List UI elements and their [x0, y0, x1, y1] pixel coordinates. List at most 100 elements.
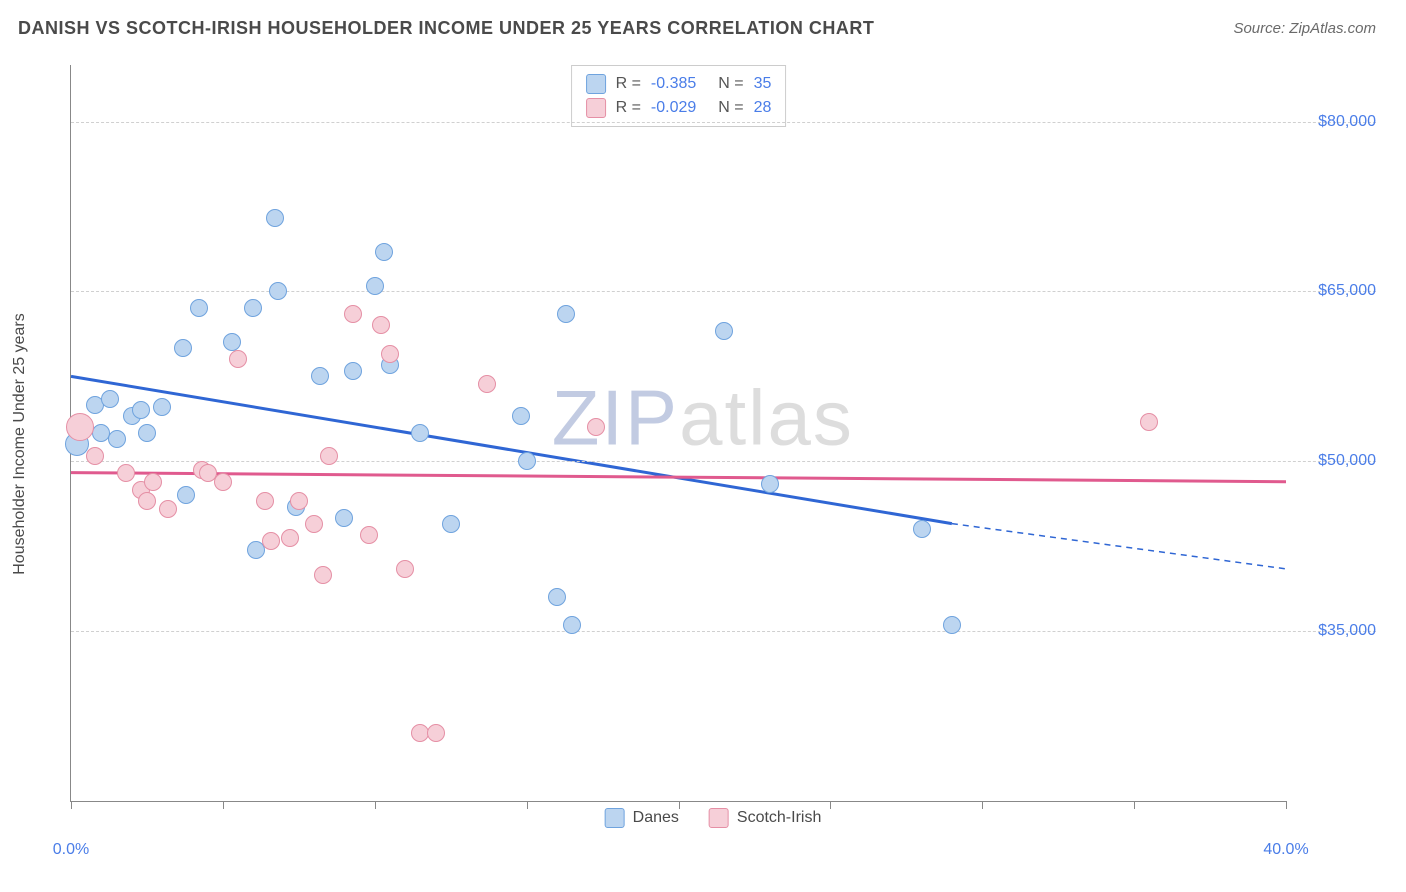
legend-n-label: N =: [718, 75, 743, 93]
correlation-legend: R = -0.385 N = 35 R = -0.029 N = 28: [571, 65, 787, 127]
gridline: [71, 291, 1376, 292]
scotch_irish-point: [587, 418, 605, 436]
legend-r-value: -0.029: [651, 99, 696, 117]
scotch_irish-point: [305, 515, 323, 533]
danes-point: [223, 333, 241, 351]
y-axis-label: Householder Income Under 25 years: [11, 313, 29, 574]
scotch_irish-point: [86, 447, 104, 465]
danes-point: [153, 398, 171, 416]
scotch_irish-point: [229, 350, 247, 368]
danes-point: [548, 588, 566, 606]
danes-point: [344, 362, 362, 380]
y-tick-label: $35,000: [1296, 622, 1376, 640]
series-legend: Danes Scotch-Irish: [605, 808, 822, 828]
danes-point: [269, 282, 287, 300]
danes-point: [190, 299, 208, 317]
x-tick: [223, 801, 224, 809]
danes-point: [266, 209, 284, 227]
x-tick: [375, 801, 376, 809]
danes-point: [557, 305, 575, 323]
trendlines-svg: [71, 65, 1286, 801]
danes-point: [108, 430, 126, 448]
x-tick: [830, 801, 831, 809]
danes-point: [375, 243, 393, 261]
scotch_irish-point: [256, 492, 274, 510]
x-tick: [1134, 801, 1135, 809]
scotch_irish-point: [290, 492, 308, 510]
legend-swatch: [709, 808, 729, 828]
scotch_irish-point: [344, 305, 362, 323]
scotch_irish-trendline: [71, 473, 1286, 482]
danes-point: [177, 486, 195, 504]
legend-r-label: R =: [616, 75, 641, 93]
danes-point: [335, 509, 353, 527]
x-tick: [527, 801, 528, 809]
danes-point: [715, 322, 733, 340]
y-tick-label: $65,000: [1296, 282, 1376, 300]
danes-trendline-extrap: [952, 524, 1286, 569]
legend-swatch: [586, 98, 606, 118]
plot-area: ZIPatlas R =-0.385N =35R =-0.029N =28 $3…: [70, 65, 1286, 802]
x-tick-label: 40.0%: [1263, 841, 1308, 859]
series-legend-item: Scotch-Irish: [709, 808, 821, 828]
x-tick: [1286, 801, 1287, 809]
danes-point: [366, 277, 384, 295]
danes-point: [761, 475, 779, 493]
series-legend-label: Scotch-Irish: [737, 809, 821, 827]
danes-point: [563, 616, 581, 634]
gridline: [71, 461, 1376, 462]
danes-point: [244, 299, 262, 317]
scotch_irish-point: [138, 492, 156, 510]
danes-point: [512, 407, 530, 425]
scotch_irish-point: [372, 316, 390, 334]
scotch_irish-point: [144, 473, 162, 491]
series-legend-item: Danes: [605, 808, 679, 828]
legend-r-label: R =: [616, 99, 641, 117]
scotch_irish-point: [427, 724, 445, 742]
danes-point: [913, 520, 931, 538]
x-tick-label: 0.0%: [53, 841, 89, 859]
gridline: [71, 122, 1376, 123]
gridline: [71, 631, 1376, 632]
scotch_irish-point: [396, 560, 414, 578]
x-tick: [71, 801, 72, 809]
legend-n-value: 35: [754, 75, 772, 93]
danes-point: [132, 401, 150, 419]
danes-trendline: [71, 376, 952, 523]
chart-title: DANISH VS SCOTCH-IRISH HOUSEHOLDER INCOM…: [18, 18, 874, 39]
legend-swatch: [605, 808, 625, 828]
danes-point: [174, 339, 192, 357]
y-tick-label: $50,000: [1296, 452, 1376, 470]
scotch_irish-point: [117, 464, 135, 482]
danes-point: [138, 424, 156, 442]
scotch_irish-point: [281, 529, 299, 547]
x-tick: [982, 801, 983, 809]
scotch_irish-point: [1140, 413, 1158, 431]
scotch_irish-point: [159, 500, 177, 518]
scotch_irish-point: [381, 345, 399, 363]
scotch_irish-point: [320, 447, 338, 465]
scotch_irish-point: [214, 473, 232, 491]
danes-point: [311, 367, 329, 385]
chart-container: Householder Income Under 25 years ZIPatl…: [50, 55, 1376, 832]
scotch_irish-point: [66, 413, 94, 441]
series-legend-label: Danes: [633, 809, 679, 827]
legend-swatch: [586, 74, 606, 94]
danes-point: [943, 616, 961, 634]
scotch_irish-point: [360, 526, 378, 544]
source-label: Source: ZipAtlas.com: [1233, 20, 1376, 37]
legend-n-value: 28: [754, 99, 772, 117]
scotch_irish-point: [262, 532, 280, 550]
danes-point: [442, 515, 460, 533]
legend-n-label: N =: [718, 99, 743, 117]
y-tick-label: $80,000: [1296, 113, 1376, 131]
danes-point: [101, 390, 119, 408]
danes-point: [411, 424, 429, 442]
danes-point: [518, 452, 536, 470]
legend-r-value: -0.385: [651, 75, 696, 93]
legend-row: R = -0.029 N = 28: [586, 96, 772, 120]
scotch_irish-point: [314, 566, 332, 584]
header: DANISH VS SCOTCH-IRISH HOUSEHOLDER INCOM…: [0, 0, 1406, 51]
scotch_irish-point: [478, 375, 496, 393]
legend-row: R = -0.385 N = 35: [586, 72, 772, 96]
